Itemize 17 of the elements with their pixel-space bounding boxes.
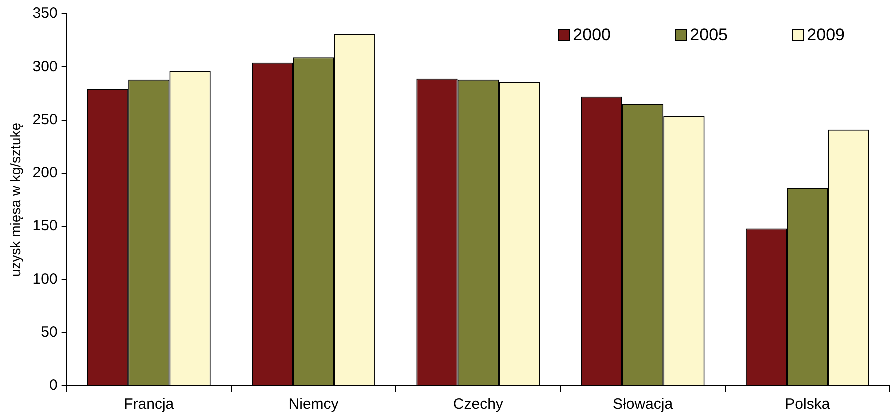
x-tick-label: Czechy (453, 396, 504, 414)
y-tick-label: 200 (32, 164, 58, 182)
y-tick-label: 0 (49, 377, 58, 394)
x-tick-label: Niemcy (288, 396, 340, 414)
legend-label: 2009 (807, 26, 846, 45)
legend-label: 2000 (573, 26, 612, 45)
y-axis-title: uzysk mięsa w kg/sztukę (7, 122, 24, 278)
legend-label: 2005 (690, 26, 728, 45)
x-tick-label: Słowacja (613, 396, 674, 414)
y-tick-label: 100 (32, 270, 58, 288)
y-tick-label: 250 (32, 111, 58, 128)
y-tick-label: 150 (32, 218, 58, 235)
y-tick-label: 50 (41, 324, 58, 341)
x-tick-label: Francja (124, 396, 175, 414)
y-tick-label: 300 (32, 58, 58, 76)
x-tick-label: Polska (785, 396, 831, 414)
y-tick-label: 350 (32, 5, 58, 22)
